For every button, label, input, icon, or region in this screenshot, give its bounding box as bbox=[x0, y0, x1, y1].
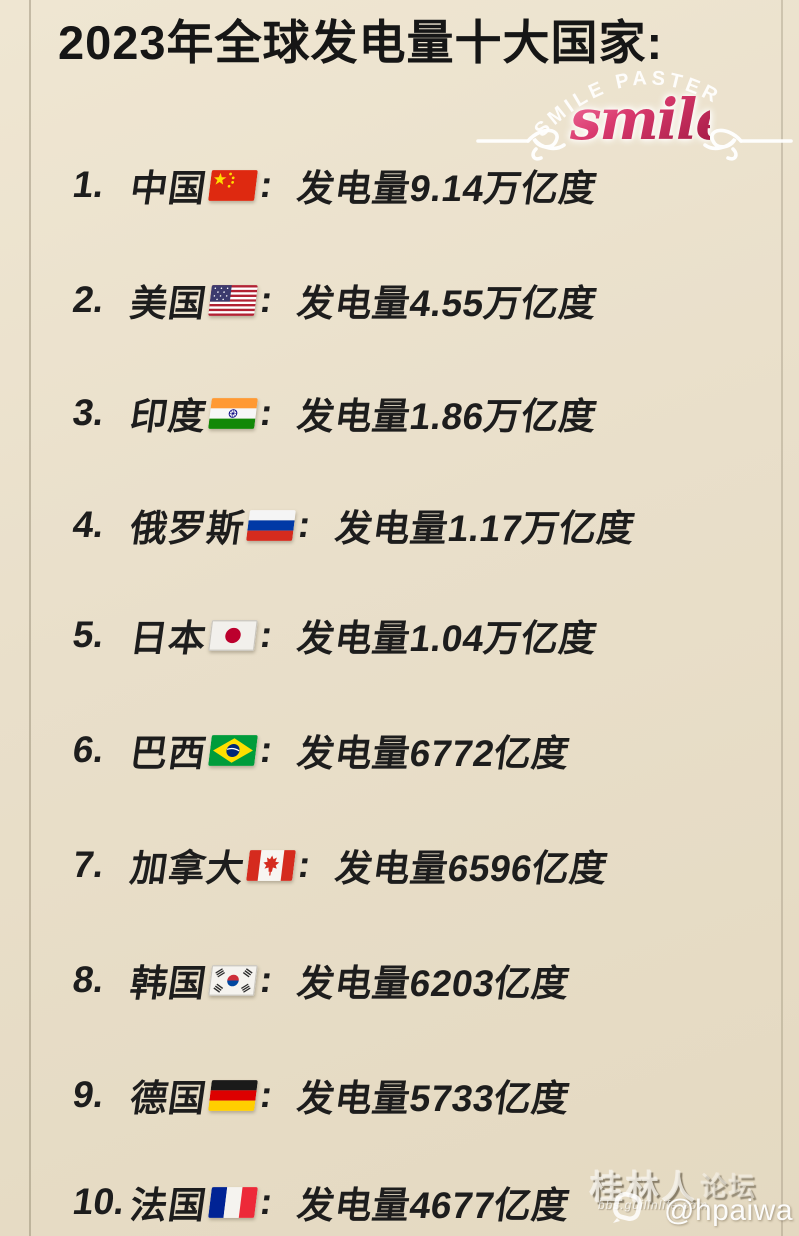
flourish-right-icon bbox=[703, 128, 793, 161]
list-item-6: 6. 巴西 : 发电量6772亿度 bbox=[70, 725, 572, 775]
forum-handle-text: @hpaiwa bbox=[664, 1194, 794, 1227]
generation-value: 发电量1.86万亿度 bbox=[294, 396, 600, 437]
country-name: 德国 bbox=[127, 1078, 210, 1119]
colon: : bbox=[295, 844, 314, 885]
generation-value: 发电量1.04万亿度 bbox=[294, 618, 600, 659]
colon: : bbox=[257, 392, 276, 433]
left-border-line bbox=[29, 0, 31, 1236]
flag-brazil-icon bbox=[208, 734, 258, 766]
rank-label: 8. bbox=[70, 959, 107, 1000]
colon: : bbox=[257, 959, 276, 1000]
rank-label: 5. bbox=[70, 614, 107, 655]
rank-label: 7. bbox=[70, 844, 107, 885]
flag-japan-icon bbox=[208, 619, 258, 651]
country-name: 美国 bbox=[127, 283, 210, 324]
generation-value: 发电量6203亿度 bbox=[294, 963, 573, 1004]
list-item-2: 2. 美国 : 发电量4.55万亿度 bbox=[70, 275, 600, 325]
flag-china-icon bbox=[208, 169, 258, 201]
forum-name-text: 桂林人 bbox=[590, 1169, 698, 1206]
forum-watermark: 桂林人 论坛 bbs.guilinlife.com @hpaiwa bbox=[580, 1150, 799, 1236]
colon: : bbox=[257, 614, 276, 655]
forum-logo-icon bbox=[613, 1192, 642, 1223]
smile-arc-text-svg: SMILE PASTER bbox=[530, 67, 724, 141]
list-item-3: 3. 印度 : 发电量1.86万亿度 bbox=[70, 388, 600, 438]
list-item-9: 9. 德国 : 发电量5733亿度 bbox=[70, 1070, 572, 1120]
rank-label: 3. bbox=[70, 392, 107, 433]
list-item-8: 8. 韩国 : 发电量6203亿度 bbox=[70, 955, 572, 1005]
country-name: 日本 bbox=[127, 618, 210, 659]
page-title: 2023年全球发电量十大国家: bbox=[58, 16, 664, 69]
flag-germany-icon bbox=[208, 1079, 258, 1111]
flourish-left-icon bbox=[476, 128, 566, 161]
country-name: 中国 bbox=[127, 168, 210, 209]
colon: : bbox=[257, 1181, 276, 1222]
list-item-10: 10. 法国 : 发电量4677亿度 bbox=[70, 1177, 572, 1227]
generation-value: 发电量4.55万亿度 bbox=[294, 283, 600, 324]
colon: : bbox=[295, 504, 314, 545]
rank-label: 10. bbox=[70, 1181, 128, 1222]
flag-south-korea-icon bbox=[208, 964, 258, 996]
country-name: 俄罗斯 bbox=[127, 508, 248, 549]
forum-suffix-text: 论坛 bbox=[701, 1172, 758, 1202]
generation-value: 发电量5733亿度 bbox=[294, 1078, 573, 1119]
rank-label: 4. bbox=[70, 504, 107, 545]
list-item-7: 7. 加拿大 : 发电量6596亿度 bbox=[70, 840, 610, 890]
colon: : bbox=[257, 279, 276, 320]
rank-label: 9. bbox=[70, 1074, 107, 1115]
colon: : bbox=[257, 1074, 276, 1115]
smile-script-text: smile bbox=[570, 87, 731, 153]
list-item-4: 4. 俄罗斯 : 发电量1.17万亿度 bbox=[70, 500, 638, 550]
generation-value: 发电量6772亿度 bbox=[294, 733, 573, 774]
list-item-5: 5. 日本 : 发电量1.04万亿度 bbox=[70, 610, 600, 660]
generation-value: 发电量1.17万亿度 bbox=[332, 508, 638, 549]
generation-value: 发电量6596亿度 bbox=[332, 848, 611, 889]
country-name: 加拿大 bbox=[127, 848, 248, 889]
flag-india-icon bbox=[208, 397, 258, 429]
generation-value: 发电量9.14万亿度 bbox=[294, 168, 600, 209]
right-border-line bbox=[781, 0, 783, 1236]
flag-canada-icon bbox=[246, 849, 296, 881]
flag-usa-icon bbox=[208, 284, 258, 316]
colon: : bbox=[257, 164, 276, 205]
flag-russia-icon bbox=[246, 509, 296, 541]
generation-value: 发电量4677亿度 bbox=[294, 1185, 573, 1226]
list-item-1: 1. 中国 : 发电量9.14万亿度 bbox=[70, 160, 600, 210]
country-name: 法国 bbox=[127, 1185, 210, 1226]
country-name: 巴西 bbox=[127, 733, 210, 774]
rank-label: 2. bbox=[70, 279, 107, 320]
forum-url-text: bbs.guilinlife.com bbox=[598, 1198, 709, 1212]
rank-label: 6. bbox=[70, 729, 107, 770]
country-name: 印度 bbox=[127, 396, 210, 437]
rank-label: 1. bbox=[70, 164, 107, 205]
country-name: 韩国 bbox=[127, 963, 210, 1004]
flag-france-icon bbox=[208, 1186, 258, 1218]
colon: : bbox=[257, 729, 276, 770]
